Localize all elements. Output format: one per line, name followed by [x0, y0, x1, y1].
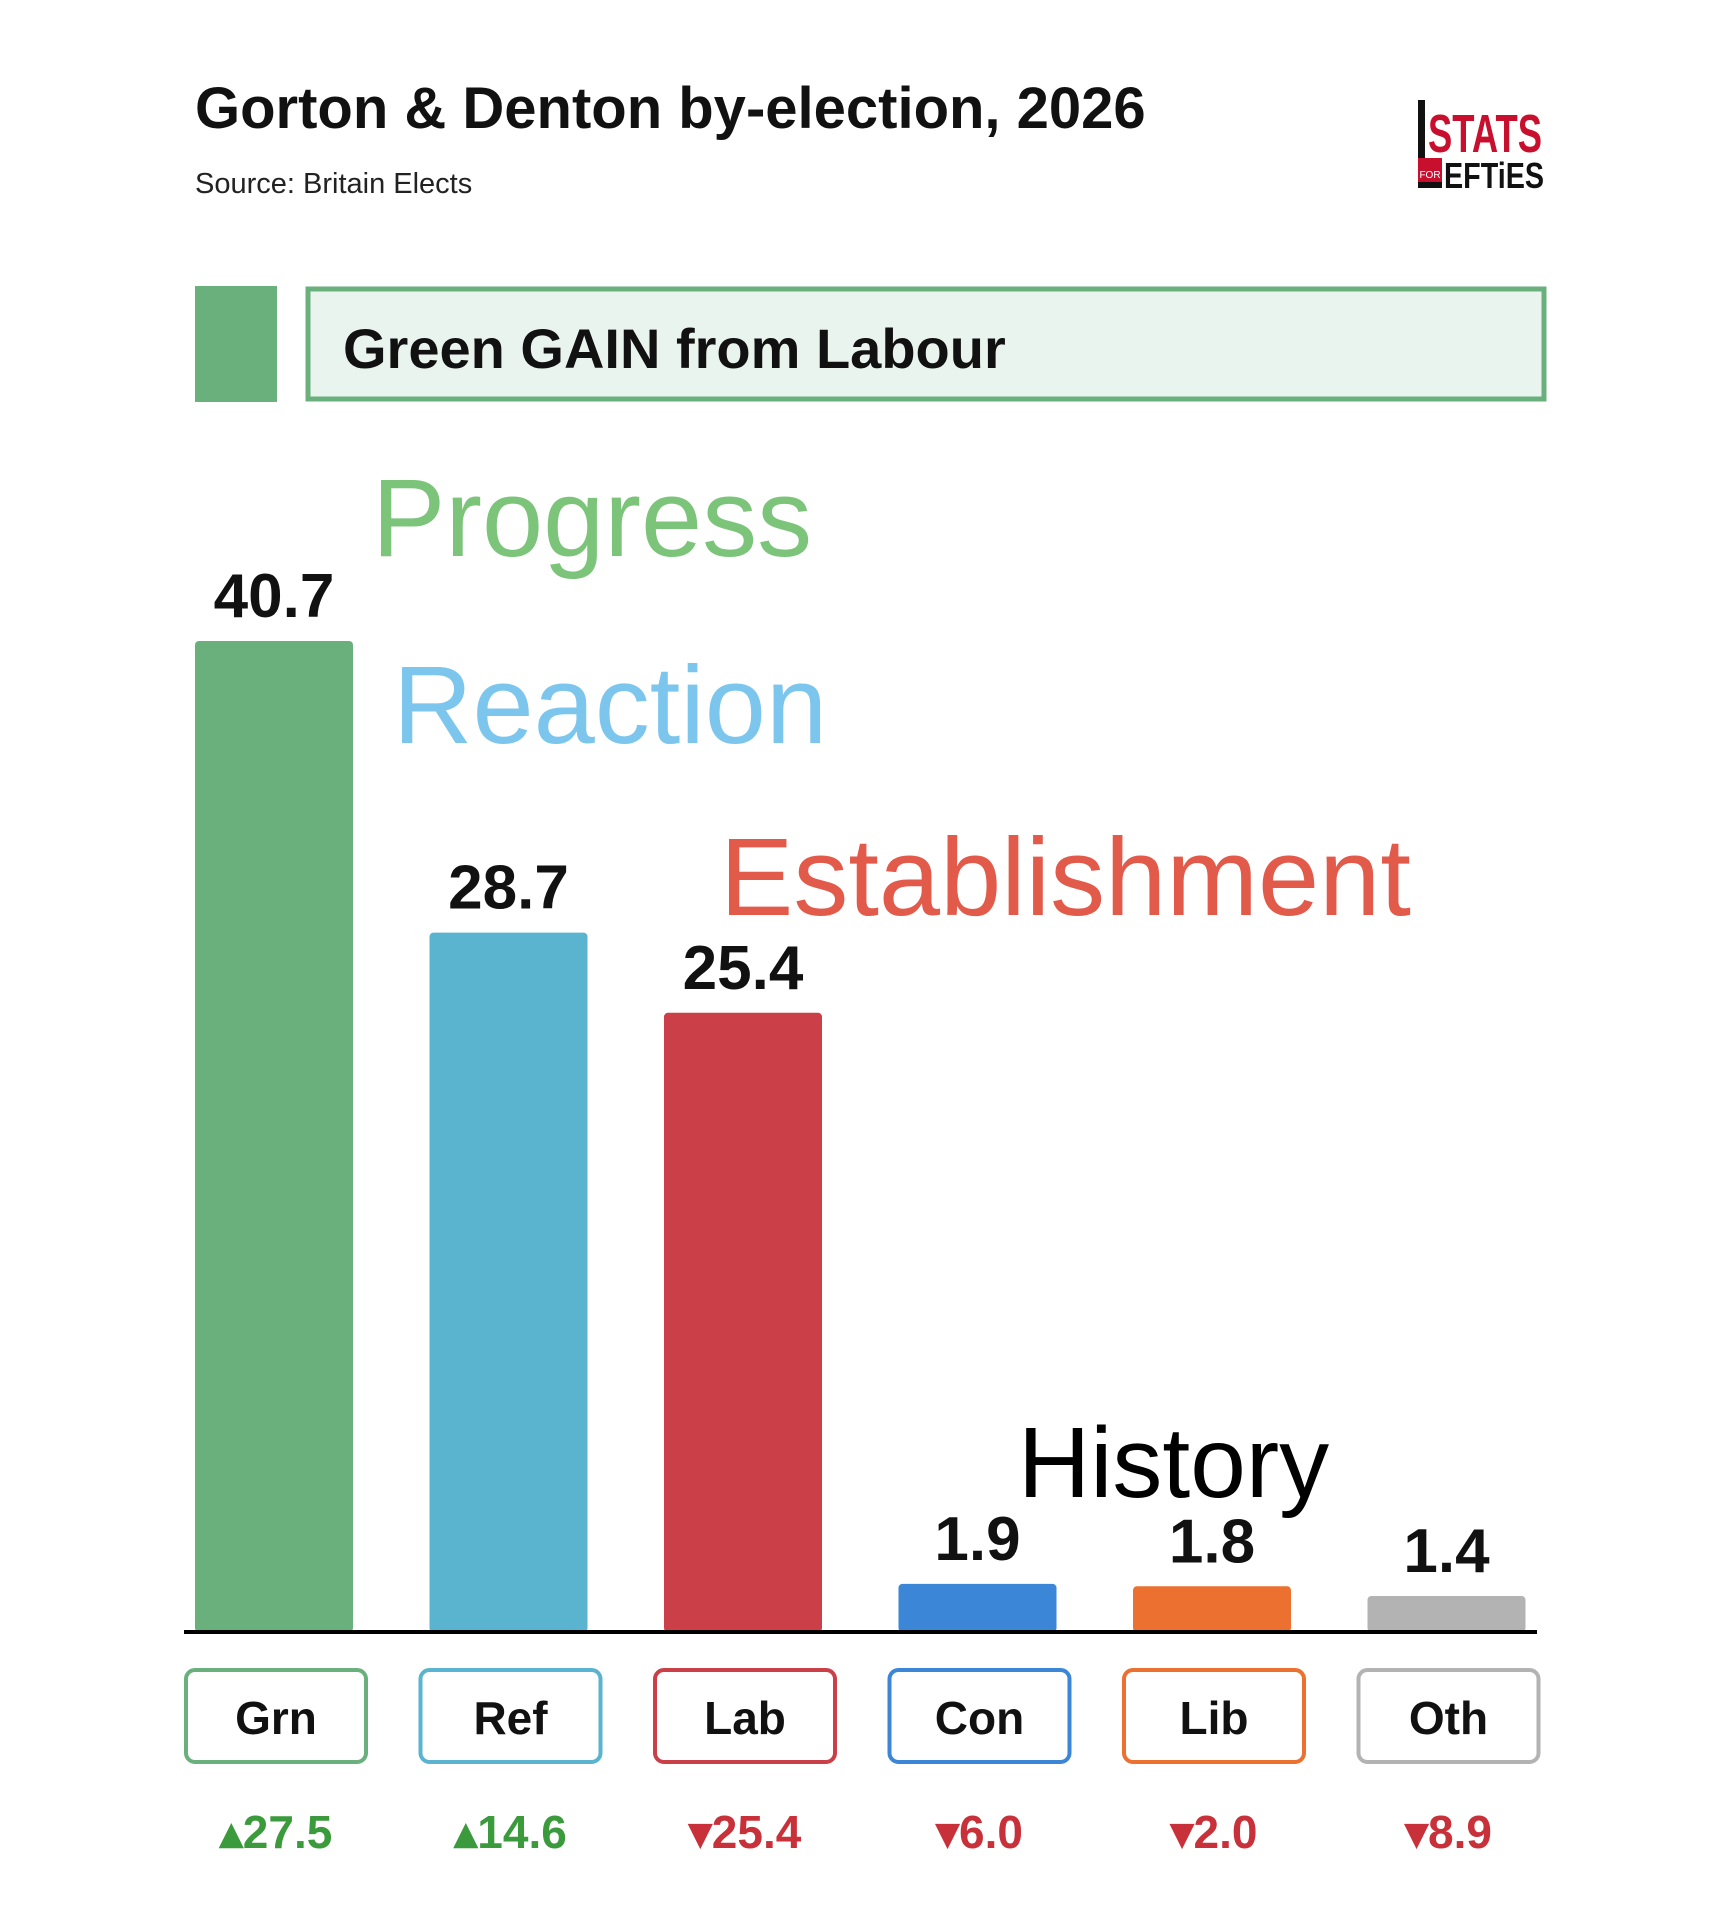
- value-label-con: 1.9: [934, 1505, 1020, 1574]
- logo-line1: STATS: [1428, 104, 1542, 164]
- banner-marker: [195, 286, 277, 402]
- value-label-grn: 40.7: [214, 562, 335, 631]
- category-label-oth: Oth: [1409, 1692, 1488, 1744]
- category-box-con: [887, 1668, 1072, 1764]
- bar-ref: [429, 932, 588, 1632]
- change-label-grn: ▴27.5: [218, 1806, 333, 1858]
- category-label-lab: Lab: [704, 1692, 786, 1744]
- category-label-con: Con: [935, 1692, 1024, 1744]
- chart-title: Gorton & Denton by-election, 2026: [195, 76, 1146, 141]
- change-label-con: ▾6.0: [934, 1806, 1023, 1858]
- category-label-grn: Grn: [235, 1692, 317, 1744]
- banner-text: Green GAIN from Labour: [343, 317, 1006, 380]
- chart-source: Source: Britain Elects: [195, 168, 472, 200]
- category-boxes: Grn ▴27.5 Ref ▴14.6 Lab ▾25.4 Con ▾6.0 Lib ▾2.0 Ot…: [184, 1668, 1541, 1858]
- category-box-lib: [1122, 1668, 1306, 1764]
- category-box-grn: [184, 1668, 368, 1764]
- value-label-lab: 25.4: [683, 934, 804, 1003]
- logo-line2: EFTiES: [1444, 155, 1544, 196]
- bar-grn: [195, 640, 353, 1632]
- bar-con: [898, 1583, 1057, 1632]
- category-label-ref: Ref: [473, 1692, 548, 1744]
- bars: 40.7 28.7 25.4 1.9 1.8 1.4: [195, 562, 1526, 1632]
- annotation-progress: Progress: [372, 457, 812, 580]
- change-label-oth: ▾8.9: [1403, 1806, 1492, 1858]
- category-box-oth: [1356, 1668, 1541, 1764]
- category-box-lab: [653, 1668, 837, 1764]
- category-label-lib: Lib: [1180, 1692, 1249, 1744]
- annotation-establishment: Establishment: [720, 816, 1411, 939]
- bar-lab: [664, 1012, 822, 1632]
- logo: STATS FOR EFTiES: [1418, 100, 1544, 196]
- change-label-lab: ▾25.4: [687, 1806, 802, 1858]
- annotation-reaction: Reaction: [393, 644, 827, 767]
- bar-oth: [1367, 1595, 1526, 1632]
- logo-small: FOR: [1419, 170, 1440, 181]
- change-label-ref: ▴14.6: [452, 1806, 567, 1858]
- value-label-oth: 1.4: [1403, 1517, 1490, 1586]
- change-label-lib: ▾2.0: [1168, 1806, 1257, 1858]
- value-label-lib: 1.8: [1169, 1507, 1255, 1576]
- banner-box: [305, 286, 1547, 402]
- annotation-history: History: [1018, 1407, 1329, 1519]
- value-label-ref: 28.7: [448, 854, 569, 923]
- category-box-ref: [418, 1668, 603, 1764]
- bar-lib: [1133, 1586, 1291, 1632]
